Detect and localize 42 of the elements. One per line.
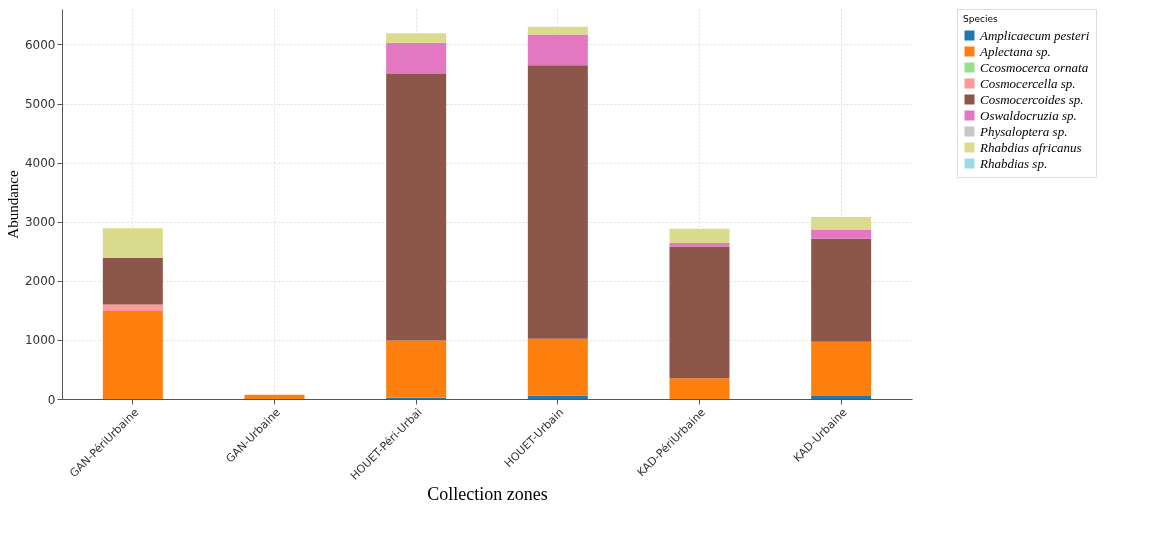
bar <box>669 243 730 247</box>
y-tick-label: 1000 <box>24 333 56 348</box>
bar <box>811 230 872 239</box>
bar <box>811 217 872 230</box>
legend-label: Physaloptera sp. <box>979 123 1068 139</box>
legend-label: Oswaldocruzia sp. <box>980 107 1077 123</box>
bar <box>244 394 305 399</box>
bar <box>669 378 730 399</box>
y-tick-label: 3000 <box>24 215 56 230</box>
bar <box>102 304 163 311</box>
bar <box>811 341 872 397</box>
bar <box>102 228 163 258</box>
y-tick-label: 4000 <box>24 156 56 171</box>
y-tick-label: 6000 <box>24 37 56 52</box>
legend-label: Cosmocercella sp. <box>980 75 1076 91</box>
legend-label: Cosmocercoides sp. <box>980 91 1084 107</box>
bar <box>811 238 872 342</box>
y-axis-title: Abundance <box>4 170 21 239</box>
bar <box>102 257 163 305</box>
legend-label: Ccosmocerca ornata <box>980 59 1089 75</box>
bar <box>669 246 730 379</box>
bar <box>386 42 447 74</box>
legend-title: Species <box>963 14 998 24</box>
x-axis-title: Collection zones <box>427 483 548 504</box>
legend-label: Rhabdias africanus <box>979 139 1082 155</box>
bar <box>527 395 588 399</box>
bar <box>669 228 730 243</box>
bar <box>386 33 447 43</box>
legend-label: Amplicaecum pesteri <box>979 27 1090 43</box>
bar <box>527 34 588 66</box>
y-tick-label: 0 <box>47 392 56 407</box>
bar <box>527 338 588 396</box>
y-tick-label: 2000 <box>24 274 56 289</box>
bar <box>102 310 163 399</box>
bar <box>811 396 872 399</box>
legend-label: Rhabdias sp. <box>979 155 1048 171</box>
bar <box>527 65 588 339</box>
y-tick-label: 5000 <box>24 97 56 112</box>
legend-label: Aplectana sp. <box>979 43 1051 59</box>
bar <box>386 340 447 398</box>
bar <box>386 74 447 341</box>
bar <box>527 26 588 35</box>
